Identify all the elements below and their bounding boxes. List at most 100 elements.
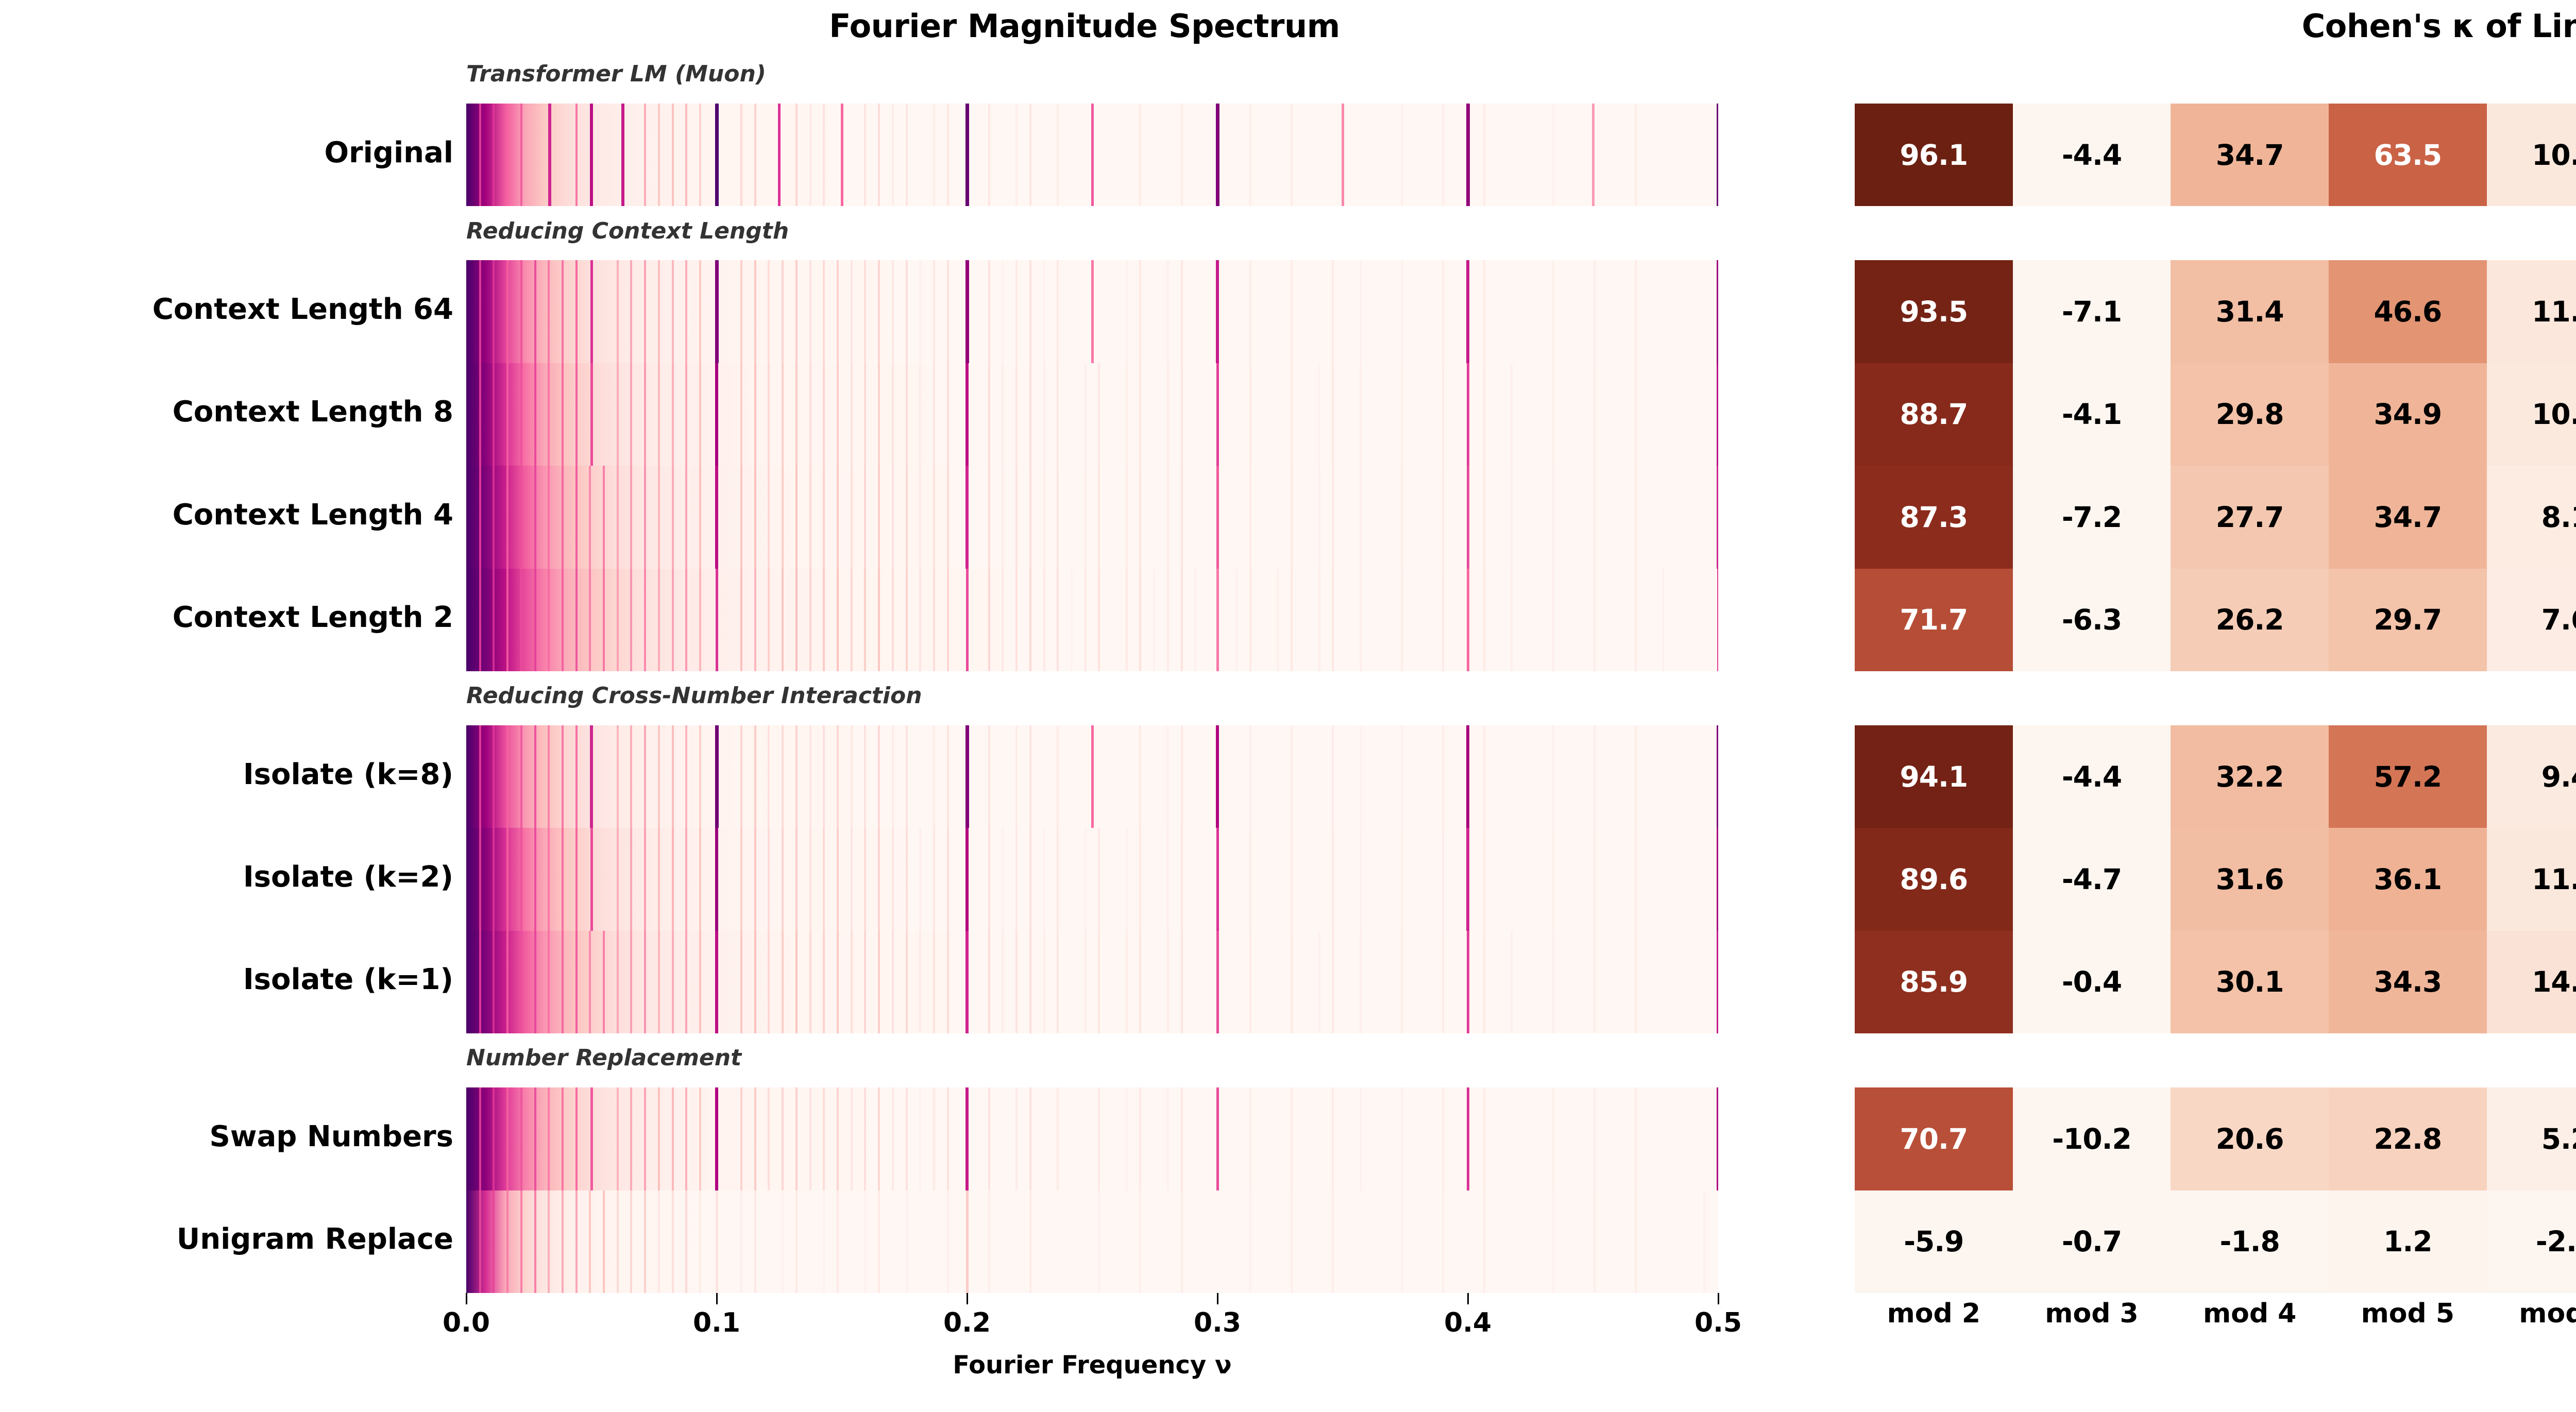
- minor-spectral-line: [740, 260, 743, 363]
- harmonic-line: [1091, 260, 1094, 363]
- minor-spectral-line: [809, 103, 811, 207]
- minor-spectral-line: [644, 930, 647, 1034]
- minor-spectral-line: [1125, 828, 1128, 931]
- minor-spectral-line: [988, 930, 990, 1034]
- minor-spectral-line: [1552, 1087, 1554, 1190]
- minor-spectral-line: [1098, 363, 1100, 466]
- minor-spectral-line: [1029, 828, 1031, 931]
- minor-spectral-line: [823, 103, 825, 207]
- minor-spectral-line: [1511, 363, 1513, 466]
- minor-spectral-line: [1359, 930, 1362, 1034]
- minor-spectral-line: [1318, 466, 1320, 569]
- minor-spectral-line: [534, 466, 536, 569]
- minor-spectral-line: [506, 1190, 509, 1293]
- minor-spectral-line: [891, 466, 894, 569]
- harmonic-lines: [466, 363, 1718, 466]
- minor-spectral-line: [603, 1190, 605, 1293]
- minor-spectral-line: [657, 260, 660, 363]
- minor-spectral-line: [905, 568, 908, 671]
- minor-spectral-line: [1593, 725, 1596, 828]
- minor-spectral-line: [699, 930, 701, 1034]
- minor-spectral-line: [1249, 568, 1252, 671]
- minor-spectral-line: [740, 930, 743, 1034]
- minor-spectral-line: [891, 1087, 894, 1190]
- minor-spectral-line: [575, 828, 578, 931]
- harmonic-line: [1091, 725, 1094, 828]
- minor-spectral-line: [919, 568, 922, 671]
- minor-spectral-line: [768, 363, 770, 466]
- minor-spectral-line: [1332, 363, 1334, 466]
- minor-spectral-line: [699, 568, 701, 671]
- minor-spectral-line: [1400, 260, 1403, 363]
- minor-spectral-line: [905, 103, 908, 207]
- minor-spectral-line: [1442, 260, 1444, 363]
- minor-spectral-line: [657, 363, 660, 466]
- minor-spectral-line: [671, 103, 674, 207]
- minor-spectral-line: [1180, 363, 1183, 466]
- kappa-cell: 57.2: [2329, 725, 2487, 828]
- minor-spectral-line: [575, 1087, 578, 1190]
- minor-spectral-line: [589, 1190, 591, 1293]
- minor-spectral-line: [754, 260, 756, 363]
- minor-spectral-line: [1139, 1087, 1142, 1190]
- harmonic-line: [1466, 725, 1469, 828]
- minor-spectral-line: [520, 1087, 522, 1190]
- minor-spectral-line: [1400, 466, 1403, 569]
- minor-spectral-line: [864, 103, 867, 207]
- minor-spectral-line: [1552, 930, 1554, 1034]
- minor-spectral-line: [782, 466, 784, 569]
- group-header-3: Reducing Cross-Number Interaction: [466, 683, 922, 709]
- spectrum-panel-title: Fourier Magnitude Spectrum: [829, 7, 1340, 45]
- harmonic-line: [590, 363, 593, 466]
- minor-spectral-line: [1359, 568, 1362, 671]
- x-tick: [1717, 1293, 1719, 1304]
- minor-spectral-line: [548, 568, 550, 671]
- minor-spectral-line: [671, 725, 674, 828]
- minor-spectral-line: [891, 103, 894, 207]
- minor-spectral-line: [1057, 568, 1059, 671]
- minor-spectral-line: [1291, 930, 1293, 1034]
- minor-spectral-line: [506, 103, 509, 207]
- harmonic-line: [715, 466, 718, 569]
- minor-spectral-line: [493, 260, 495, 363]
- minor-spectral-line: [1002, 930, 1004, 1034]
- minor-spectral-line: [1318, 930, 1320, 1034]
- minor-spectral-line: [933, 466, 935, 569]
- minor-spectral-line: [1483, 466, 1486, 569]
- minor-spectral-line: [561, 260, 564, 363]
- kappa-cell: 9.4: [2486, 725, 2576, 828]
- harmonic-line: [965, 103, 969, 207]
- minor-spectral-line: [905, 930, 908, 1034]
- minor-spectral-line: [1634, 828, 1637, 931]
- minor-spectral-line: [933, 103, 935, 207]
- minor-spectral-line: [795, 828, 798, 931]
- minor-spectral-line: [520, 930, 522, 1034]
- spectrum-row: [466, 466, 1718, 569]
- minor-spectral-line: [1015, 363, 1018, 466]
- harmonic-lines: [466, 828, 1718, 931]
- minor-spectral-line: [616, 828, 619, 931]
- minor-spectral-line: [534, 568, 536, 671]
- harmonic-line: [1216, 1087, 1219, 1190]
- minor-spectral-line: [575, 466, 578, 569]
- harmonic-line: [1216, 725, 1219, 828]
- minor-spectral-line: [850, 260, 853, 363]
- minor-spectral-line: [657, 725, 660, 828]
- minor-spectral-line: [1483, 363, 1486, 466]
- minor-spectral-line: [699, 363, 701, 466]
- minor-spectral-line: [657, 930, 660, 1034]
- harmonic-lines: [466, 1087, 1718, 1190]
- minor-spectral-line: [754, 466, 756, 569]
- minor-spectral-line: [1180, 1190, 1183, 1293]
- minor-spectral-line: [671, 568, 674, 671]
- spectrum-row: [466, 1190, 1718, 1293]
- minor-spectral-line: [616, 1190, 619, 1293]
- minor-spectral-line: [905, 1087, 908, 1190]
- harmonic-line: [1091, 103, 1094, 207]
- minor-spectral-line: [534, 363, 536, 466]
- minor-spectral-line: [1166, 930, 1169, 1034]
- kappa-cell: -6.3: [2012, 568, 2171, 671]
- kappa-cell: 94.1: [1855, 725, 2013, 828]
- kappa-cell: 10.1: [2486, 363, 2576, 466]
